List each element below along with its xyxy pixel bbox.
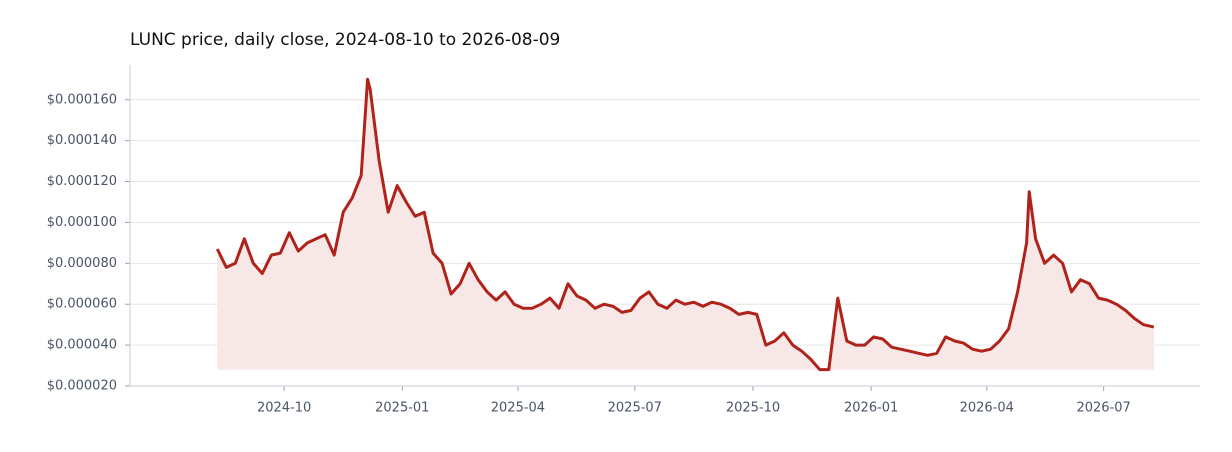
area-fill xyxy=(217,79,1154,370)
y-tick-label: $0.000080 xyxy=(47,256,117,271)
y-tick-label: $0.000020 xyxy=(47,379,117,394)
x-tick-label: 2026-04 xyxy=(960,401,1014,416)
x-tick-label: 2025-01 xyxy=(375,401,429,416)
x-tick-label: 2025-04 xyxy=(491,401,545,416)
y-tick-label: $0.000040 xyxy=(47,338,117,353)
y-tick-label: $0.000100 xyxy=(47,215,117,230)
y-tick-label: $0.000160 xyxy=(47,92,117,107)
x-tick-label: 2026-07 xyxy=(1076,401,1130,416)
price-line xyxy=(215,77,1154,372)
x-tick-label: 2025-10 xyxy=(726,401,780,416)
x-tick-label: 2026-01 xyxy=(844,401,898,416)
chart-title: LUNC price, daily close, 2024-08-10 to 2… xyxy=(130,30,560,50)
x-tick-label: 2025-07 xyxy=(608,401,662,416)
y-tick-label: $0.000060 xyxy=(47,297,117,312)
x-tick-label: 2024-10 xyxy=(257,401,311,416)
y-tick-label: $0.000120 xyxy=(47,174,117,189)
y-tick-label: $0.000140 xyxy=(47,133,117,148)
